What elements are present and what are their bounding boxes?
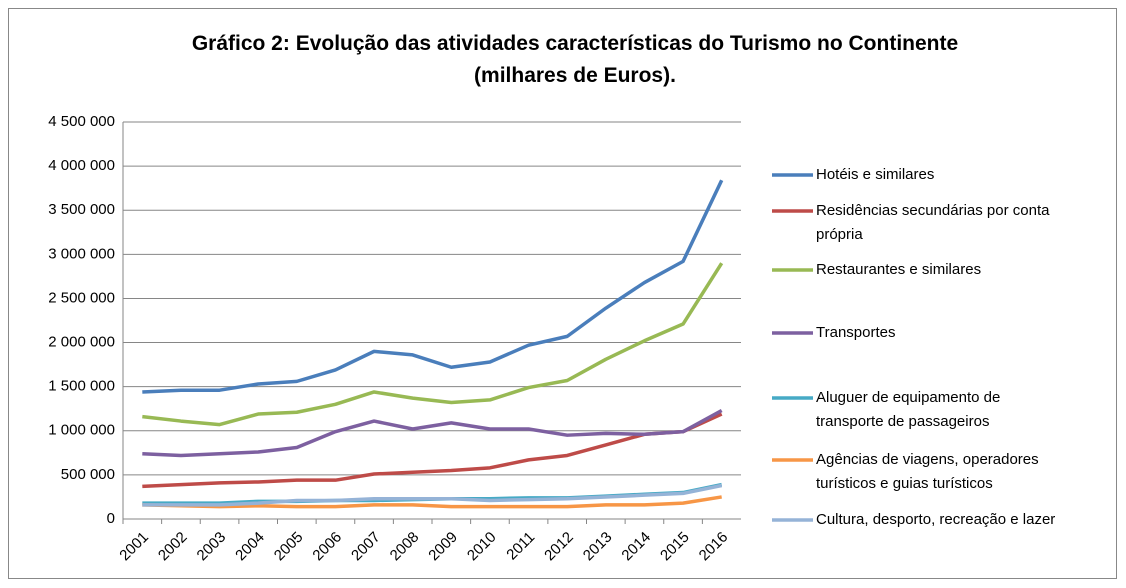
x-tick-label: 2015 [657, 529, 693, 565]
y-tick-label: 3 500 000 [48, 201, 115, 218]
x-tick-label: 2008 [387, 529, 423, 565]
legend-label: Hotéis e similares [816, 166, 935, 183]
legend-label: Transportes [816, 324, 896, 341]
y-tick-label: 4 000 000 [48, 157, 115, 174]
x-tick-label: 2006 [309, 529, 345, 565]
x-tick-label: 2012 [541, 529, 577, 565]
series-line [142, 412, 723, 489]
x-tick-label: 2009 [425, 529, 461, 565]
y-tick-label: 1 000 000 [48, 422, 115, 439]
x-tick-label: 2004 [232, 529, 268, 565]
series-line [142, 483, 723, 507]
x-tick-label: 2016 [696, 529, 732, 565]
x-tick-label: 2010 [464, 529, 500, 565]
series-line [142, 262, 724, 427]
chart-border [8, 8, 1117, 579]
y-tick-label: 2 000 000 [48, 334, 115, 351]
x-tick-label: 2013 [580, 529, 616, 565]
x-tick-label: 2002 [155, 529, 191, 565]
x-tick-label: 2011 [503, 529, 538, 564]
x-tick-label: 2001 [116, 529, 152, 565]
legend-label: Restaurantes e similares [816, 261, 982, 278]
x-tick-label: 2005 [271, 529, 307, 565]
x-tick-label: 2007 [348, 529, 384, 565]
series-line [142, 179, 724, 394]
y-tick-label: 1 500 000 [48, 378, 115, 395]
legend-label: Residências secundárias por conta própri… [816, 202, 1050, 243]
y-tick-label: 4 500 000 [48, 113, 115, 130]
x-tick-label: 2014 [618, 529, 654, 565]
series-line [142, 408, 723, 458]
legend-label: Cultura, desporto, recreação e lazer [816, 511, 1056, 528]
y-tick-label: 2 500 000 [48, 289, 115, 306]
legend-label: Agências de viagens, operadores turístic… [816, 451, 1039, 492]
chart-title: Gráfico 2: Evolução das atividades carac… [191, 32, 959, 87]
y-tick-label: 0 [107, 510, 115, 527]
x-tick-label: 2003 [194, 529, 230, 565]
y-tick-label: 500 000 [61, 466, 115, 483]
legend-label: Aluguer de equipamento de transporte de … [816, 389, 1001, 430]
series-line [142, 495, 722, 509]
y-tick-label: 3 000 000 [48, 245, 115, 262]
